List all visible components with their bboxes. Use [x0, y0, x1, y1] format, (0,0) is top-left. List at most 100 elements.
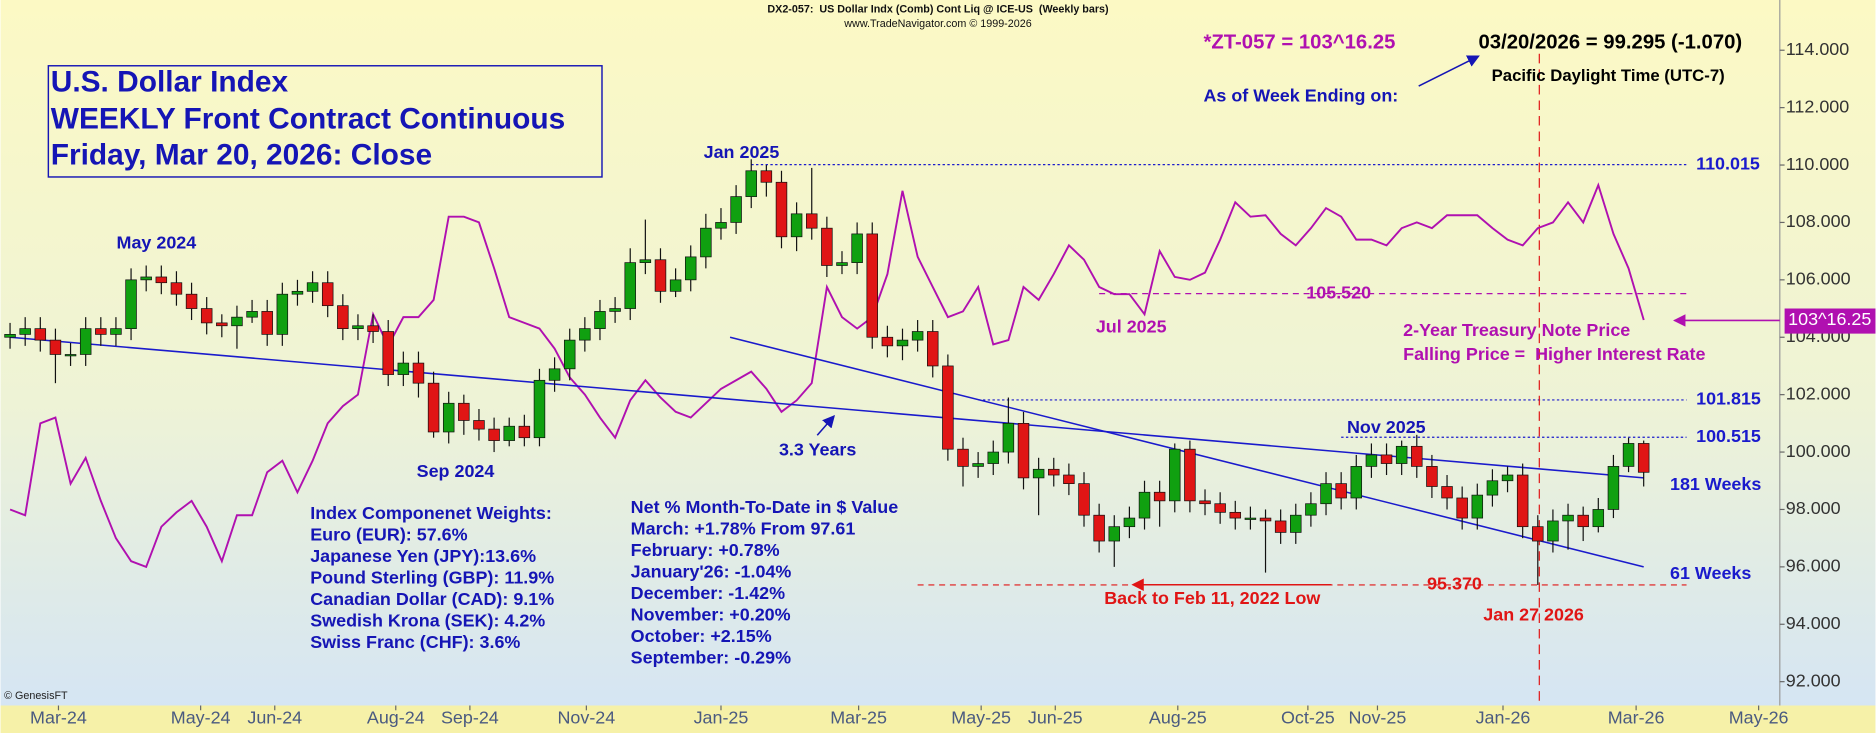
candle-body: [775, 181, 788, 238]
x-tick-label: May-26: [1729, 707, 1789, 727]
annotation: Jan 2025: [704, 142, 780, 162]
candle-body: [140, 276, 152, 281]
annotation: May 2024: [117, 233, 197, 253]
candle-body: [1305, 503, 1317, 516]
x-tick-label: Nov-24: [557, 707, 615, 727]
candle-body: [4, 334, 16, 338]
candle-body: [1078, 483, 1090, 516]
candle-body: [669, 279, 682, 292]
candle-body: [518, 425, 531, 439]
candle-body: [1592, 509, 1605, 528]
weight-line: Swedish Krona (SEK): 4.2%: [310, 611, 545, 631]
candle-body: [1411, 445, 1423, 467]
y-tick-label: 106.000: [1786, 269, 1851, 289]
candle-body: [896, 339, 909, 347]
candle-body: [700, 227, 712, 258]
series-label: 2-Year Treasury Note Price: [1403, 320, 1630, 340]
net-change-line: January'26: -1.04%: [631, 562, 792, 582]
x-tick-label: Aug-25: [1149, 707, 1207, 727]
candle-body: [1486, 480, 1499, 496]
candle-body: [1547, 520, 1559, 542]
candle-body: [851, 233, 863, 263]
candle-body: [1426, 466, 1438, 487]
candle-body: [95, 328, 107, 335]
candle-body: [352, 325, 364, 329]
event-label: Jan 27 2026: [1483, 605, 1584, 625]
y-tick-label: 112.000: [1786, 96, 1849, 116]
arrow: [816, 414, 835, 436]
candle-body: [957, 448, 969, 467]
candle-body: [1441, 486, 1453, 499]
candle-body: [1471, 494, 1484, 519]
candle-body: [503, 425, 515, 441]
candle-body: [79, 328, 92, 355]
series-line: [9, 182, 1645, 569]
arrow: [1418, 55, 1480, 87]
candle-body: [261, 311, 273, 335]
candle-body: [125, 279, 137, 329]
level-label: 105.520: [1306, 282, 1371, 302]
header: www.TradeNavigator.com © 1999-2026: [843, 18, 1031, 30]
last-quote: 03/20/2026 = 99.295 (-1.070): [1478, 31, 1742, 53]
candle-body: [1365, 454, 1378, 467]
ticker-note: *ZT-057 = 103^16.25: [1203, 31, 1395, 53]
x-axis-strip: [0, 705, 1876, 733]
candle-body: [216, 322, 228, 327]
y-tick-label: 108.000: [1786, 211, 1851, 231]
candle-body: [1063, 474, 1075, 484]
candle-body: [427, 382, 440, 433]
y-tick-label: 96.000: [1786, 556, 1841, 576]
candle-body: [1320, 483, 1332, 505]
candle-body: [110, 328, 122, 335]
candle-body: [1456, 497, 1468, 519]
candle-body: [382, 331, 394, 375]
candle-body: [231, 316, 243, 327]
annotation: Nov 2025: [1347, 417, 1426, 437]
net-change-line: October: +2.15%: [631, 626, 772, 646]
candle-body: [276, 293, 289, 335]
candle-body: [1244, 517, 1257, 520]
x-tick-label: Aug-24: [367, 707, 425, 727]
timezone: Pacific Daylight Time (UTC-7): [1492, 66, 1725, 85]
candle-body: [1138, 491, 1151, 519]
chart-title: WEEKLY Front Contract Continuous: [51, 103, 566, 136]
candle-body: [609, 308, 621, 312]
chart-title: Friday, Mar 20, 2026: Close: [51, 139, 432, 172]
y-tick-label: 110.000: [1786, 154, 1849, 174]
level-label: 100.515: [1696, 426, 1761, 446]
candle-body: [170, 282, 183, 295]
candle-body: [624, 262, 636, 309]
candle-body: [654, 259, 667, 292]
x-tick-label: Jun-24: [247, 707, 302, 727]
x-tick-label: Jan-25: [694, 707, 749, 727]
net-change-line: March: +1.78% From 97.61: [631, 518, 856, 538]
candle-body: [1532, 526, 1544, 542]
y-tick-label: 114.000: [1786, 39, 1849, 59]
title-box: [47, 65, 603, 178]
level-label: 110.015: [1696, 153, 1760, 173]
candle-body: [1562, 514, 1574, 522]
candle-body: [806, 213, 818, 229]
net-change-line: November: +0.20%: [631, 605, 791, 625]
candle-body: [579, 328, 591, 341]
candle-body: [1274, 520, 1287, 533]
annotation: Jul 2025: [1096, 316, 1167, 336]
candle-body: [927, 331, 939, 367]
candle-body: [760, 170, 773, 183]
candle-body: [1123, 517, 1136, 528]
weight-line: Euro (EUR): 57.6%: [310, 524, 467, 544]
candle-body: [412, 362, 425, 384]
candle-body: [1335, 483, 1347, 499]
price-tag-box: [1784, 308, 1876, 334]
marks: 92.000 94.000 96.000 98.000 100.000 102.000 10…: [4, 39, 1851, 727]
candle-body: [1501, 474, 1514, 482]
candle-body: [790, 213, 803, 238]
net-change-line: February: +0.78%: [631, 540, 780, 560]
candle-body: [745, 170, 757, 197]
candle-body: [1290, 514, 1302, 533]
x-tick-label: May-25: [951, 707, 1011, 727]
y-tick-label: 92.000: [1786, 670, 1841, 690]
